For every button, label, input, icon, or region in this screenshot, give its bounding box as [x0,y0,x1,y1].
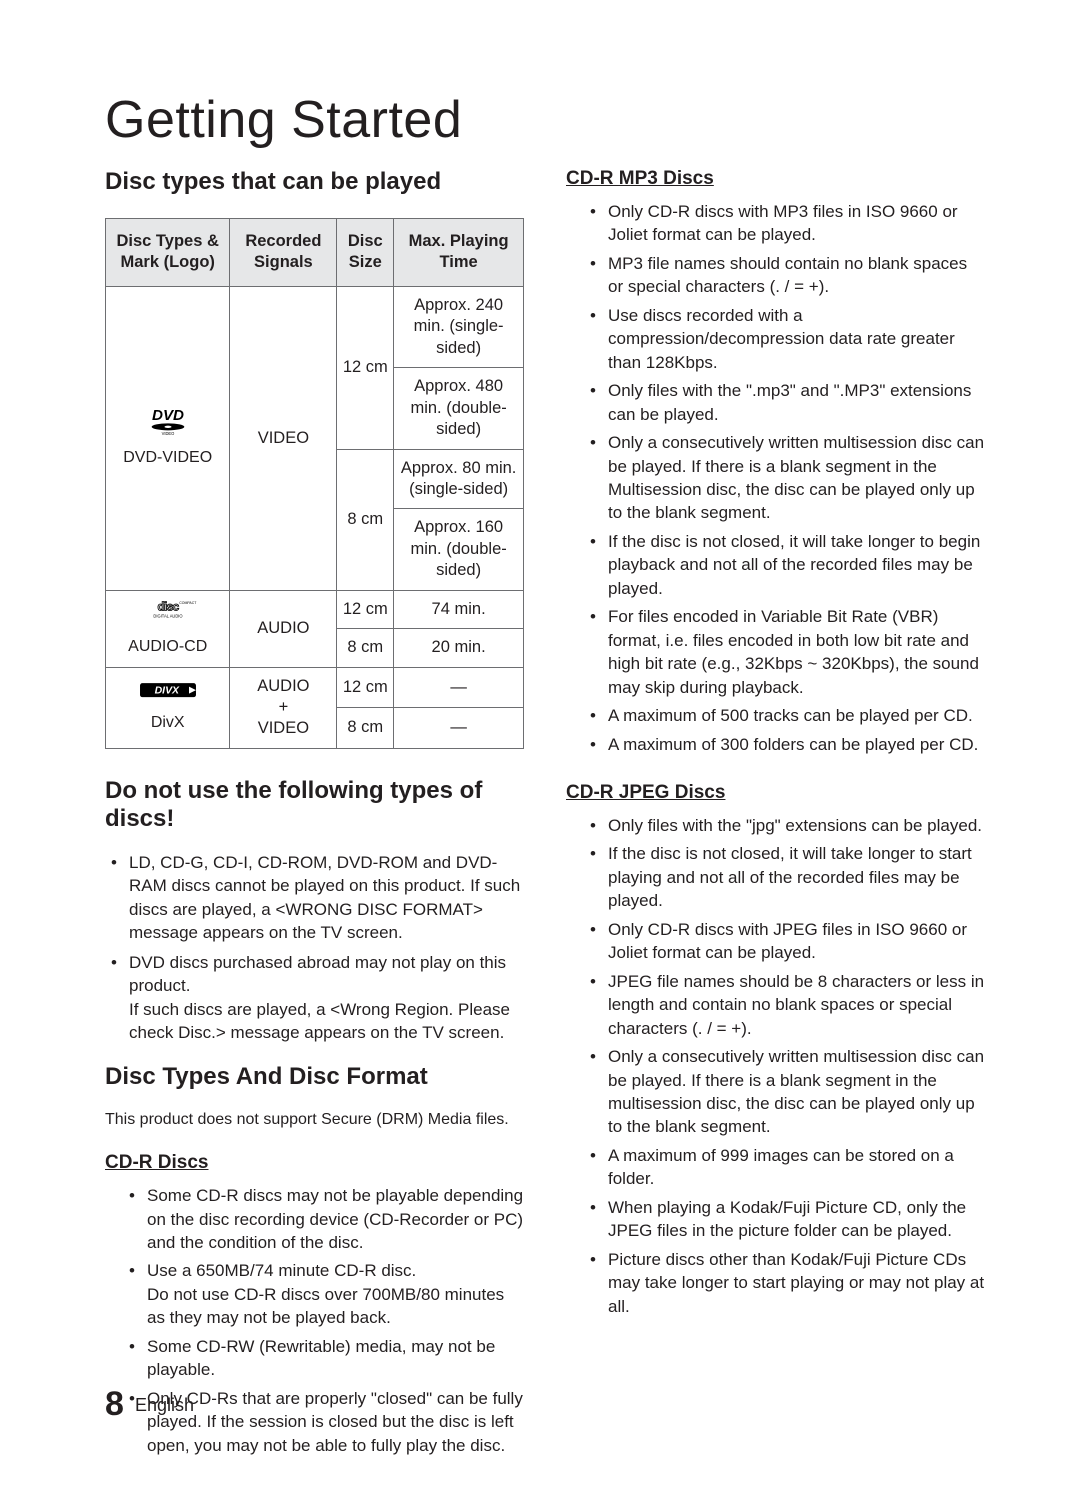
jpeg-title: CD-R JPEG Discs [566,782,985,804]
left-column: Disc types that can be played Disc Types… [105,160,524,1463]
right-column: CD-R MP3 Discs Only CD-R discs with MP3 … [566,160,985,1463]
cd-time-1: 20 min. [394,629,524,667]
dvd-time-3: Approx. 160 min. (double-sided) [394,509,524,590]
list-item: Only files with the "jpg" extensions can… [594,814,985,837]
list-item: Picture discs other than Kodak/Fuji Pict… [594,1248,985,1318]
section-do-not-use: Do not use the following types of discs! [105,777,524,833]
mp3-title: CD-R MP3 Discs [566,168,985,190]
divx-logo-cell: DIVX DivX [106,667,230,748]
dvd-label: DVD-VIDEO [123,448,212,469]
divx-size-8: 8 cm [337,708,394,749]
list-item: If the disc is not closed, it will take … [594,530,985,600]
list-item: A maximum of 500 tracks can be played pe… [594,704,985,727]
svg-text:DIGITAL AUDIO: DIGITAL AUDIO [153,614,182,619]
page-language: English [135,1395,194,1415]
list-item: Use discs recorded with a compression/de… [594,304,985,374]
disc-types-table: Disc Types & Mark (Logo) Recorded Signal… [105,218,524,749]
list-item: Only CD-R discs with MP3 files in ISO 96… [594,200,985,247]
list-item: For files encoded in Variable Bit Rate (… [594,605,985,699]
th-logo: Disc Types & Mark (Logo) [106,219,230,287]
divx-logo-icon: DIVX [133,682,203,701]
list-item: A maximum of 999 images can be stored on… [594,1144,985,1191]
svg-text:DVD: DVD [152,407,184,424]
list-item: Only a consecutively written multisessio… [594,431,985,525]
section-disc-format: Disc Types And Disc Format [105,1063,524,1091]
page-number: 8 [105,1385,124,1423]
dvd-time-0: Approx. 240 min. (single-sided) [394,286,524,367]
th-signals: Recorded Signals [230,219,337,287]
drm-note: This product does not support Secure (DR… [105,1109,524,1131]
list-item: Only files with the ".mp3" and ".MP3" ex… [594,379,985,426]
list-item: Use a 650MB/74 minute CD-R disc. Do not … [133,1259,524,1329]
mp3-list: Only CD-R discs with MP3 files in ISO 96… [566,200,985,756]
list-item: DVD discs purchased abroad may not play … [115,951,524,1045]
list-item: A maximum of 300 folders can be played p… [594,733,985,756]
cd-time-0: 74 min. [394,590,524,628]
section-disc-types: Disc types that can be played [105,168,524,196]
page-footer: 8 English [105,1385,194,1424]
cd-signals: AUDIO [230,590,337,667]
dvd-size-8: 8 cm [337,449,394,590]
divx-dash-0: — [394,667,524,708]
dvd-logo-icon: DVD VIDEO [133,407,203,436]
th-size: Disc Size [337,219,394,287]
list-item: Only CD-R discs with JPEG files in ISO 9… [594,918,985,965]
cd-logo-icon: disc COMPACT DIGITAL AUDIO [133,599,203,625]
list-item: When playing a Kodak/Fuji Picture CD, on… [594,1196,985,1243]
dvd-time-2: Approx. 80 min. (single-sided) [394,449,524,509]
dvd-logo-cell: DVD VIDEO DVD-VIDEO [106,286,230,590]
cd-size-8: 8 cm [337,629,394,667]
cd-label: AUDIO-CD [128,637,207,658]
svg-text:DIVX: DIVX [154,686,179,697]
th-time: Max. Playing Time [394,219,524,287]
svg-text:VIDEO: VIDEO [161,431,174,436]
cdr-title: CD-R Discs [105,1152,524,1174]
list-item: If the disc is not closed, it will take … [594,842,985,912]
list-item: LD, CD-G, CD-I, CD-ROM, DVD-ROM and DVD-… [115,851,524,945]
dvd-time-1: Approx. 480 min. (double-sided) [394,368,524,449]
dvd-signals: VIDEO [230,286,337,590]
list-item: Some CD-RW (Rewritable) media, may not b… [133,1335,524,1382]
list-item: Only a consecutively written multisessio… [594,1045,985,1139]
divx-size-12: 12 cm [337,667,394,708]
divx-dash-1: — [394,708,524,749]
svg-text:disc: disc [157,601,179,614]
divx-label: DivX [151,713,185,734]
divx-signals: AUDIO + VIDEO [230,667,337,748]
cd-logo-cell: disc COMPACT DIGITAL AUDIO AUDIO-CD [106,590,230,667]
list-item: Some CD-R discs may not be playable depe… [133,1184,524,1254]
page-title: Getting Started [105,90,985,150]
jpeg-list: Only files with the "jpg" extensions can… [566,814,985,1318]
list-item: JPEG file names should be 8 characters o… [594,970,985,1040]
list-item: MP3 file names should contain no blank s… [594,252,985,299]
svg-text:COMPACT: COMPACT [179,602,197,606]
dvd-size-12: 12 cm [337,286,394,449]
cd-size-12: 12 cm [337,590,394,628]
donot-list: LD, CD-G, CD-I, CD-ROM, DVD-ROM and DVD-… [105,851,524,1045]
